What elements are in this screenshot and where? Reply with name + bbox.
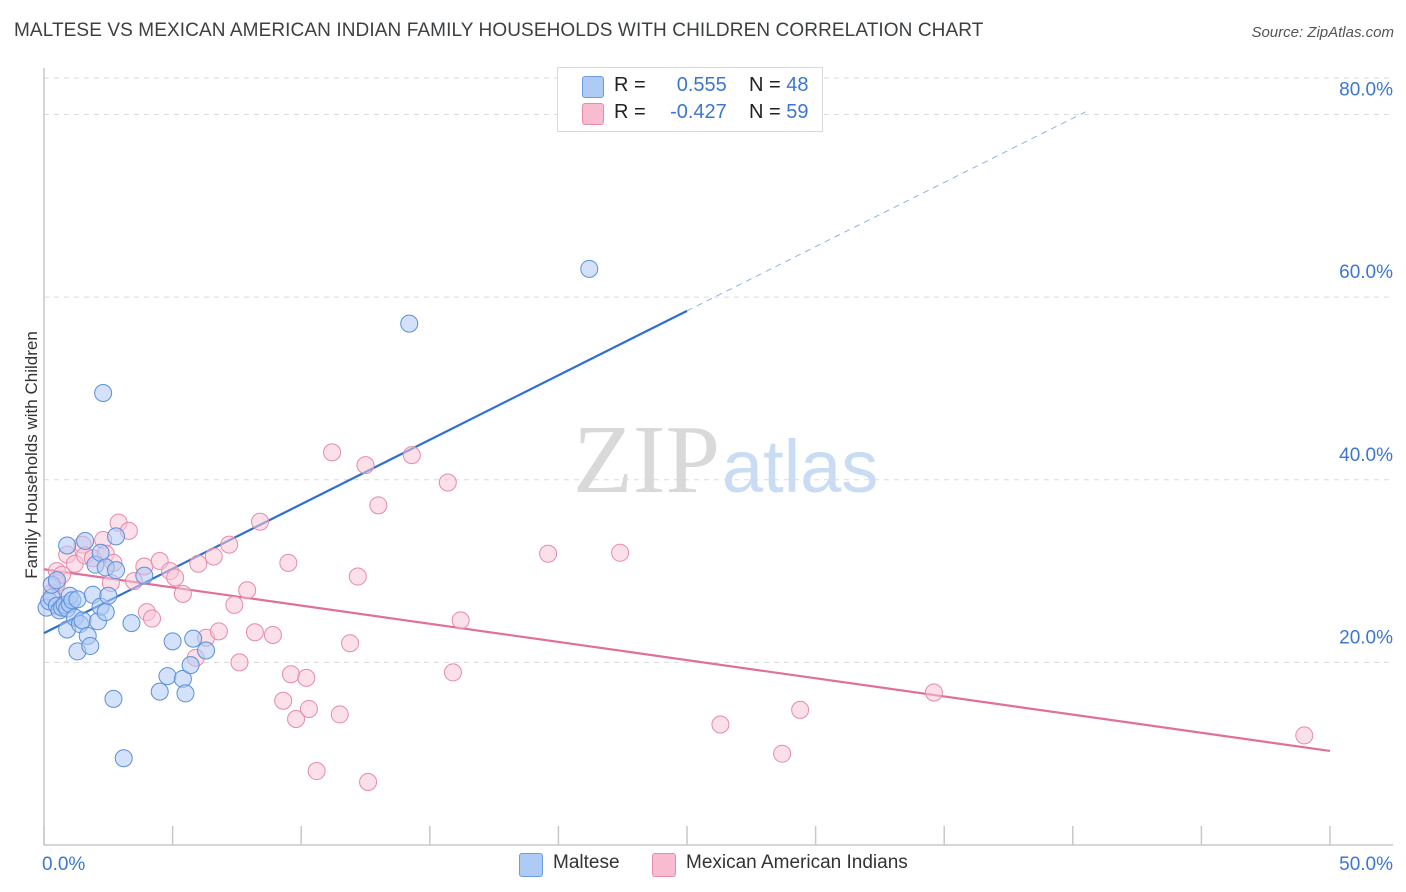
maltese-point	[107, 561, 126, 580]
maltese-point	[158, 667, 177, 686]
mexican-r-value: -0.427	[670, 101, 727, 123]
maltese-point	[114, 749, 133, 768]
maltese-legend-swatch	[519, 853, 543, 877]
correlation-legend: R = 0.555 N = 48 R = -0.427 N = 59	[557, 67, 823, 132]
mexican-stats: R = -0.427 N = 59	[614, 101, 809, 124]
mexican-point	[263, 625, 282, 644]
mexican-point	[274, 691, 293, 710]
x-tick-label-min: 0.0%	[42, 854, 85, 875]
mexican-point	[924, 683, 943, 702]
mexican-point	[166, 568, 185, 587]
watermark-zip: ZIP	[573, 406, 720, 514]
mexican-trend-line	[43, 568, 1331, 753]
mexican-n-value: 59	[786, 101, 809, 123]
maltese-point	[122, 614, 141, 633]
maltese-point	[76, 531, 95, 550]
mexican-point	[279, 553, 298, 572]
maltese-point	[135, 566, 154, 585]
y-tick-label: 40.0%	[1339, 445, 1393, 466]
mexican-point	[348, 567, 367, 586]
maltese-point	[163, 632, 182, 651]
mexican-point	[173, 584, 192, 603]
grid-layer	[44, 77, 1393, 663]
mexican-point	[299, 699, 318, 718]
mexican-point	[209, 622, 228, 641]
mexican-point	[297, 668, 316, 687]
maltese-point	[94, 384, 113, 403]
maltese-point	[197, 641, 216, 660]
n-label: N =	[749, 74, 781, 96]
maltese-point	[104, 689, 123, 708]
mexican-point	[323, 443, 342, 462]
mexican-point	[438, 473, 457, 492]
maltese-point	[96, 603, 115, 622]
axis-layer	[43, 68, 1393, 846]
source-label: Source: ZipAtlas.com	[1251, 24, 1394, 41]
maltese-point	[181, 656, 200, 675]
maltese-point	[99, 586, 118, 605]
mexican-point	[451, 611, 470, 630]
mexican-swatch	[582, 103, 604, 125]
maltese-n-value: 48	[786, 74, 809, 96]
mexican-point	[611, 543, 630, 562]
mexican-point	[281, 665, 300, 684]
maltese-point	[58, 536, 77, 555]
watermark-atlas: atlas	[722, 425, 878, 508]
mexican-point	[287, 709, 306, 728]
maltese-point	[176, 684, 195, 703]
mexican-point	[539, 544, 558, 563]
mexican-point	[443, 663, 462, 682]
y-tick-label: 60.0%	[1339, 262, 1393, 283]
y-tick-label: 20.0%	[1339, 627, 1393, 648]
maltese-stats: R = 0.555 N = 48	[614, 74, 809, 97]
mexican-point	[251, 512, 270, 531]
maltese-point	[580, 259, 599, 278]
x-tick-label-max: 50.0%	[1339, 854, 1393, 875]
n-label: N =	[749, 101, 781, 123]
mexican-point	[773, 744, 792, 763]
mexican-point	[341, 634, 360, 653]
mexican-point	[143, 609, 162, 628]
mexican-point	[1295, 726, 1314, 745]
y-tick-label: 80.0%	[1339, 80, 1393, 101]
maltese-point	[81, 636, 100, 655]
point-layer	[37, 259, 1314, 791]
mexican-point	[356, 456, 375, 475]
mexican-point	[791, 700, 810, 719]
mexican-point	[711, 715, 730, 734]
mexican-point	[204, 547, 223, 566]
maltese-point	[400, 314, 419, 333]
mexican-point	[330, 705, 349, 724]
label-layer: 20.0% 40.0% 60.0% 80.0% 0.0% 50.0%	[42, 80, 1393, 875]
mexican-point	[225, 595, 244, 614]
maltese-point	[184, 629, 203, 648]
maltese-point	[150, 682, 169, 701]
mexican-point	[189, 554, 208, 573]
maltese-point	[47, 571, 66, 590]
maltese-point	[68, 590, 87, 609]
r-label: R =	[614, 101, 646, 123]
chart-title: MALTESE VS MEXICAN AMERICAN INDIAN FAMIL…	[14, 20, 984, 41]
maltese-point	[107, 527, 126, 546]
mexican-point	[307, 762, 326, 781]
mexican-point	[230, 653, 249, 672]
mexican-point	[238, 581, 257, 600]
mexican-legend-swatch	[652, 853, 676, 877]
mexican-legend-label: Mexican American Indians	[686, 852, 908, 873]
maltese-legend-label: Maltese	[553, 852, 620, 873]
r-label: R =	[614, 74, 646, 96]
maltese-trend-extension	[686, 111, 1086, 312]
mexican-point	[402, 446, 421, 465]
maltese-point	[73, 611, 92, 630]
mexican-point	[245, 623, 264, 642]
mexican-point	[359, 772, 378, 791]
mexican-point	[369, 496, 388, 515]
maltese-r-value: 0.555	[676, 74, 727, 96]
mexican-point	[220, 535, 239, 554]
maltese-swatch	[582, 76, 604, 98]
